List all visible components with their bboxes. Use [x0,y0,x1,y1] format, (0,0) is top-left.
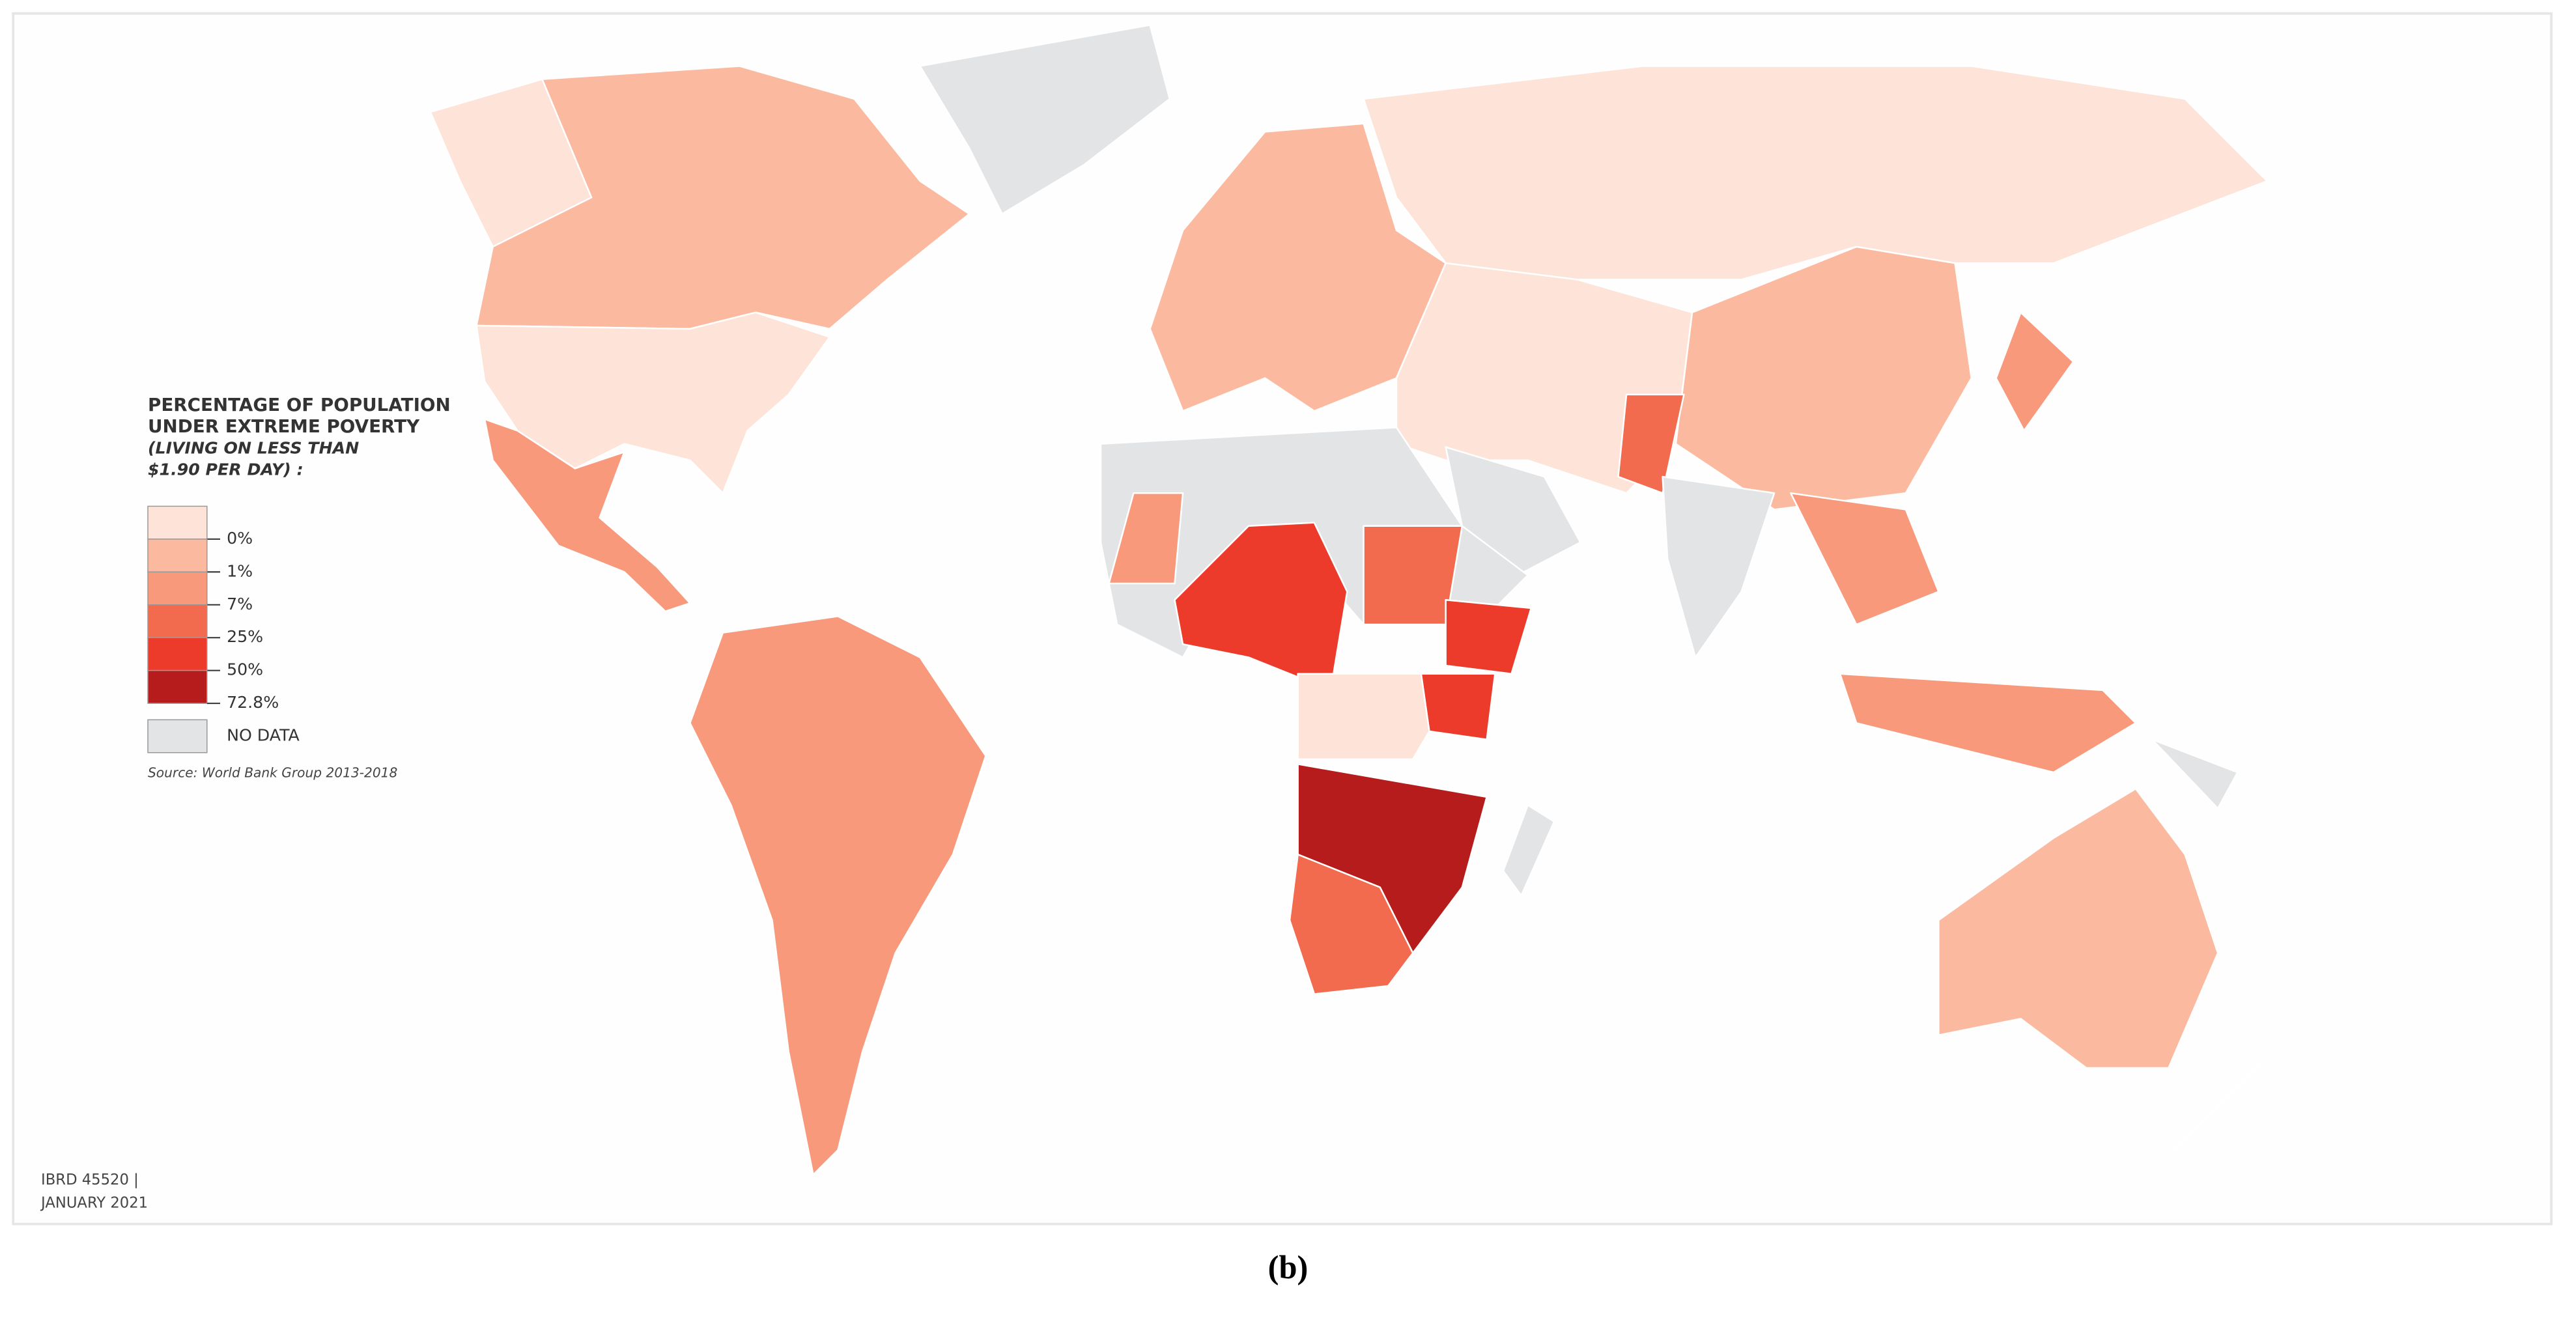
new-zealand [2171,1050,2272,1155]
arabia [1445,446,1581,580]
legend-source: Source: World Bank Group 2013-2018 [148,765,397,781]
ethiopia [1445,598,1533,675]
southeast-asia [1790,492,1940,626]
legend-swatch [147,539,208,573]
india [1662,475,1776,658]
figure-caption: (b) [1268,1249,1309,1285]
central-america [483,418,691,613]
legend-subtitle: (LIVING ON LESS THAN [148,439,359,458]
legend-label: 1% [227,561,253,580]
map-date: JANUARY 2021 [40,1194,148,1211]
legend-label: 7% [227,595,253,613]
legend-label: 50% [227,660,263,679]
south-america [689,615,987,1176]
map-id: IBRD 45520 | [41,1171,139,1188]
papua-new-guinea [2151,738,2239,809]
canada [475,65,970,330]
legend-swatch [147,637,208,671]
legend-swatch [147,669,208,704]
legend: PERCENTAGE OF POPULATION UNDER EXTREME P… [147,394,451,781]
countries [429,24,2272,1176]
greenland [919,24,1171,215]
legend-label: 0% [227,529,253,548]
central-africa [1297,673,1430,761]
legend-label: 25% [227,627,263,646]
pakistan [1617,393,1685,494]
south-africa [1288,853,1414,995]
legend-title: UNDER EXTREME POVERTY [148,415,420,437]
legend-label: 72.8% [227,693,279,712]
japan [1995,311,2074,432]
legend-swatch [147,604,208,638]
mauritania [1108,492,1184,585]
east-africa [1420,673,1496,740]
legend-subtitle: $1.90 PER DAY) : [148,460,304,479]
australia [1938,788,2219,1069]
madagascar [1502,804,1555,897]
legend-label: NO DATA [227,726,300,745]
legend-swatch [147,719,208,753]
china [1675,245,1973,511]
legend-swatch [147,571,208,606]
legend-title: PERCENTAGE OF POPULATION [148,394,451,415]
west-africa [1174,522,1348,692]
legend-swatch [147,505,208,540]
indonesia [1839,673,2137,774]
